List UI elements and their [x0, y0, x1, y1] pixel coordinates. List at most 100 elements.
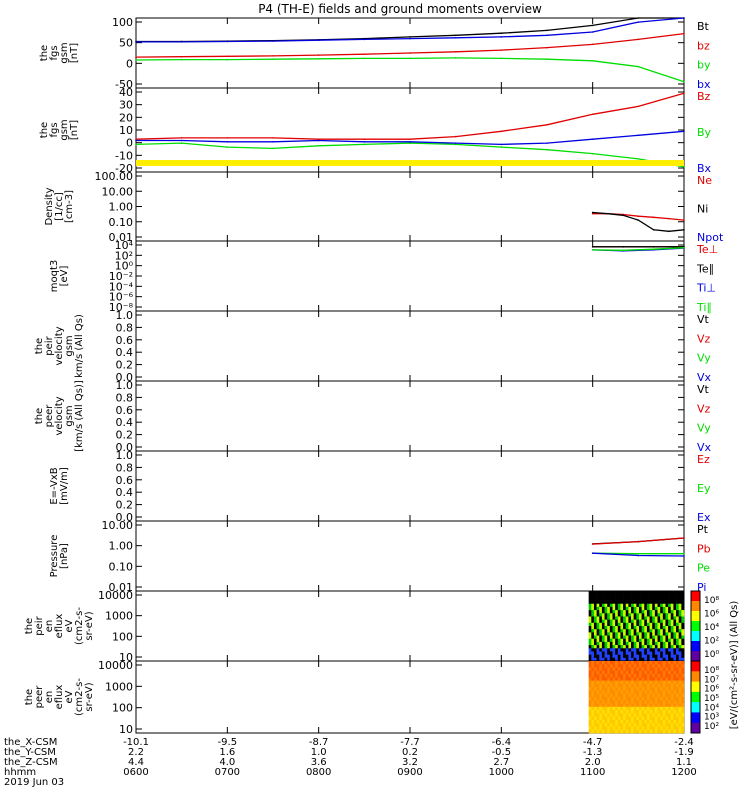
spectrogram-cell [673, 703, 677, 708]
spectrogram-cell [641, 703, 645, 708]
spectrogram-cell [646, 723, 650, 727]
spectrogram-cell [657, 723, 661, 727]
spectrogram-cell [657, 597, 661, 601]
legend-Te⊥: Te⊥ [696, 243, 718, 256]
spectrogram-cell [596, 697, 600, 701]
spectrogram-cell [678, 603, 682, 608]
spectrogram-cell [601, 648, 605, 652]
spectrogram-cell [596, 729, 600, 734]
spectrogram-cell [681, 693, 685, 698]
spectrogram-cell [681, 661, 685, 665]
spectrogram-cell [588, 638, 592, 643]
spectrogram-cell [678, 645, 682, 649]
spectrogram-cell [607, 664, 611, 668]
legend-Vz: Vz [697, 402, 711, 415]
spectrogram-cell [670, 645, 674, 649]
spectrogram-cell [638, 661, 642, 665]
spectrogram-cell [615, 629, 619, 633]
spectrogram-cell [681, 697, 685, 701]
spectrogram-cell [670, 700, 674, 704]
spectrogram-cell [644, 619, 648, 624]
data-point [272, 147, 274, 150]
y-axis-label: moqt3 [49, 260, 60, 293]
spectrogram-cell [617, 674, 621, 678]
data-point [622, 246, 624, 248]
spectrogram-cell [673, 661, 677, 665]
spectrogram-cell [599, 690, 603, 695]
legend-Vx: Vx [697, 441, 712, 454]
spectrogram-cell [609, 597, 613, 601]
spectrogram-cell [657, 613, 661, 617]
y-tick-label: 0.01 [109, 581, 134, 594]
spectrogram-cell [604, 651, 608, 655]
spectrogram-cell [654, 613, 658, 617]
spectrogram-cell [599, 638, 603, 643]
spectrogram-cell [681, 603, 685, 608]
spectrogram-cell [649, 594, 653, 598]
spectrogram-cell [623, 667, 627, 672]
spectrogram-cell [617, 645, 621, 649]
spectrogram-cell [620, 594, 624, 598]
spectrogram-cell [641, 726, 645, 731]
spectrogram-cell [628, 626, 632, 630]
spectrogram-cell [617, 700, 621, 704]
spectrogram-cell [615, 700, 619, 704]
spectrogram-cell [649, 723, 653, 727]
spectrogram-cell [678, 648, 682, 652]
spectrogram-cell [633, 690, 637, 695]
spectrogram-cell [657, 619, 661, 624]
spectrogram-cell [654, 680, 658, 685]
spectrogram-cell [649, 710, 653, 714]
spectrogram-cell [638, 622, 642, 627]
spectrogram-cell [662, 610, 666, 614]
spectrogram-cell [633, 729, 637, 734]
spectrogram-cell [644, 710, 648, 714]
colorbar-segment [691, 611, 700, 622]
spectrogram-cell [620, 629, 624, 633]
spectrogram-cell [591, 667, 595, 672]
y-axis-label: velocity [54, 396, 65, 435]
spectrogram-cell [612, 700, 616, 704]
spectrogram-cell [657, 600, 661, 605]
spectrogram-cell [670, 706, 674, 711]
spectrogram-cell [625, 693, 629, 698]
spectrogram-cell [638, 641, 642, 646]
spectrogram-cell [636, 600, 640, 605]
spectrogram-cell [615, 600, 619, 605]
spectrogram-cell [644, 670, 648, 675]
panel-frame [135, 87, 685, 173]
spectrogram-cell [615, 626, 619, 630]
spectrogram-cell [615, 661, 619, 665]
spectrogram-cell [678, 661, 682, 665]
spectrogram-cell [673, 600, 677, 605]
spectrogram-cell [599, 726, 603, 731]
spectrogram-cell [652, 667, 656, 672]
colorbar-segment [691, 591, 700, 602]
spectrogram-cell [628, 645, 632, 649]
spectrogram-cell [649, 635, 653, 640]
spectrogram-cell [588, 606, 592, 611]
spectrogram-cell [609, 710, 613, 714]
spectrogram-cell [625, 616, 629, 620]
spectrogram-cell [628, 600, 632, 605]
data-point [180, 137, 183, 139]
spectrogram-cell [636, 594, 640, 598]
y-tick-label: 10 [119, 124, 133, 137]
colorbar-segment [691, 641, 700, 652]
spectrogram-cell [660, 613, 664, 617]
spectrogram-cell [607, 622, 611, 627]
spectrogram-cell [660, 603, 664, 608]
spectrogram-cell [617, 606, 621, 611]
spectrogram-cell [601, 641, 605, 646]
spectrogram-cell [636, 613, 640, 617]
spectrogram-cell [676, 667, 680, 672]
spectrogram-cell [641, 700, 645, 704]
data-point [683, 555, 685, 557]
y-axis-label: [nT] [69, 120, 80, 140]
spectrogram-cell [631, 726, 634, 731]
spectrogram-cell [678, 606, 682, 611]
spectrogram-cell [662, 597, 666, 601]
spectrogram-cell [628, 603, 632, 608]
spectrogram-cell [604, 664, 608, 668]
spectrogram-cell [628, 670, 632, 675]
